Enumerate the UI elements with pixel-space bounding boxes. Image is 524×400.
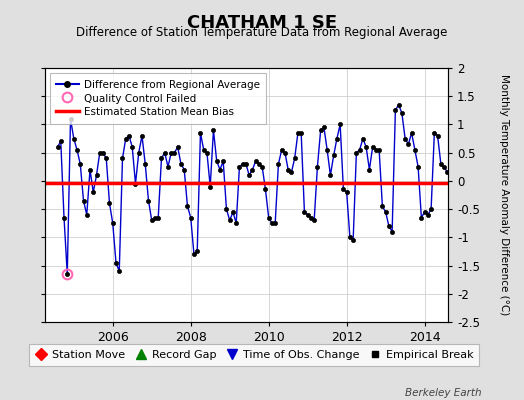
Legend: Difference from Regional Average, Quality Control Failed, Estimated Station Mean: Difference from Regional Average, Qualit…: [50, 73, 266, 124]
Legend: Station Move, Record Gap, Time of Obs. Change, Empirical Break: Station Move, Record Gap, Time of Obs. C…: [29, 344, 479, 366]
Text: Berkeley Earth: Berkeley Earth: [406, 388, 482, 398]
Y-axis label: Monthly Temperature Anomaly Difference (°C): Monthly Temperature Anomaly Difference (…: [499, 74, 509, 316]
Text: CHATHAM 1 SE: CHATHAM 1 SE: [187, 14, 337, 32]
Text: Difference of Station Temperature Data from Regional Average: Difference of Station Temperature Data f…: [77, 26, 447, 39]
